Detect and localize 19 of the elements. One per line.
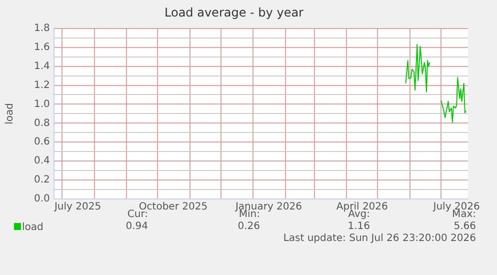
y-axis-title: load — [4, 103, 16, 124]
y-tick-label: 1.8 — [34, 22, 50, 34]
y-tick-label: 1.2 — [34, 80, 50, 91]
y-tick-label: 1.0 — [34, 98, 50, 110]
y-tick-label: 0.2 — [34, 174, 50, 186]
chart-title: Load average - by year — [164, 5, 304, 20]
y-tick-label: 0.6 — [34, 136, 50, 148]
y-tick-label: 1.4 — [34, 60, 50, 72]
text: 0.26 — [238, 221, 260, 232]
x-tick-label: July 2025 — [53, 202, 102, 213]
y-tick-label: 0.4 — [34, 156, 50, 167]
y-tick-label: 0.0 — [34, 194, 50, 205]
y-tick-label: 1.6 — [34, 42, 50, 53]
text: 5.66 — [454, 221, 476, 232]
y-tick-label: 0.8 — [34, 118, 50, 129]
legend-label: load — [21, 222, 44, 233]
text: 0.94 — [126, 221, 148, 232]
text: Last update: Sun Jul 26 23:20:00 2026 — [283, 233, 476, 244]
text: 1.16 — [348, 221, 370, 232]
